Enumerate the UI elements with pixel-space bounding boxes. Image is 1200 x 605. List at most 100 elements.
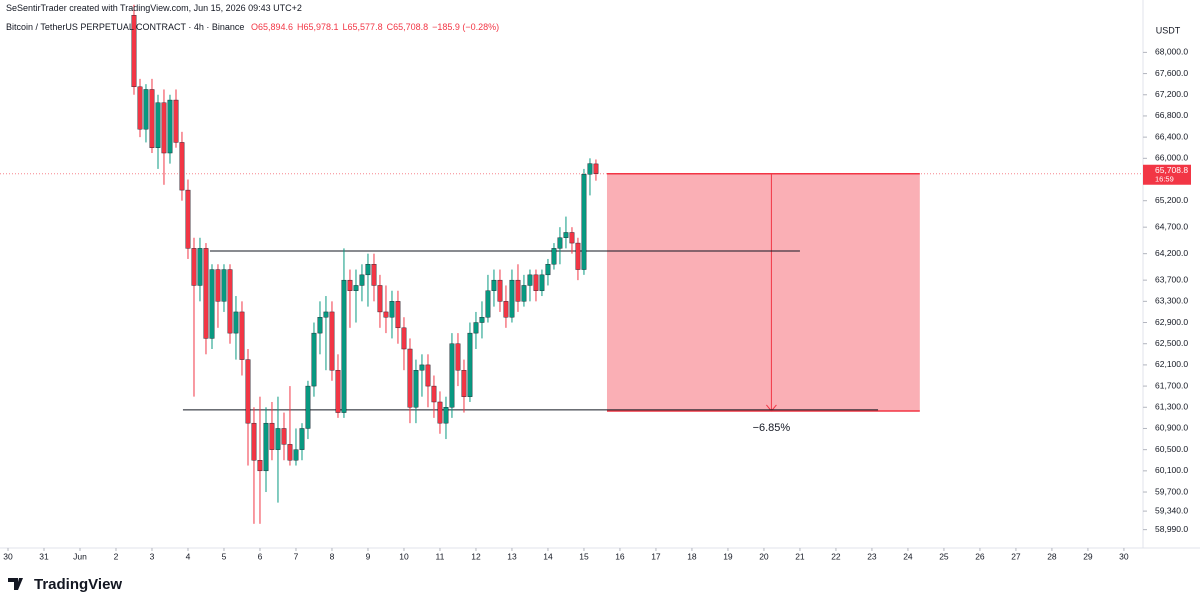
y-tick-label: 64,700.0: [1155, 221, 1188, 231]
arrow-head: [766, 404, 777, 412]
countdown: 16:59: [1155, 175, 1174, 184]
candle-body: [347, 279, 353, 291]
y-tick-label: 63,300.0: [1155, 296, 1188, 306]
x-tick-label: 19: [723, 551, 733, 561]
candle-body: [227, 269, 233, 334]
position-label: −6.85%: [753, 422, 791, 434]
candle-body: [293, 449, 299, 461]
candle-body: [479, 317, 485, 323]
candle-body: [467, 332, 473, 397]
candle-body: [419, 364, 425, 371]
y-tick-label: 62,100.0: [1155, 359, 1188, 369]
candle-body: [185, 189, 191, 249]
x-tick-label: 17: [651, 551, 661, 561]
candle-body: [389, 301, 395, 318]
y-tick-label: 62,500.0: [1155, 338, 1188, 348]
x-tick-label: 15: [579, 551, 589, 561]
x-tick-label: 25: [939, 551, 949, 561]
x-tick-label: 8: [330, 551, 335, 561]
candle-body: [311, 332, 317, 387]
ohlc-value: C65,708.8: [386, 22, 429, 32]
candle-body: [299, 428, 305, 450]
candle-body: [395, 301, 401, 329]
symbol-title: Bitcoin / TetherUS PERPETUAL CONTRACT · …: [6, 22, 245, 32]
candle-body: [593, 163, 599, 174]
x-tick-label: 9: [366, 551, 371, 561]
y-tick-label: 60,500.0: [1155, 444, 1188, 454]
candle-body: [203, 248, 209, 339]
candle-body: [401, 327, 407, 350]
candle-body: [245, 359, 251, 424]
candle-body: [161, 102, 167, 154]
candle-body: [425, 364, 431, 387]
x-tick-label: 2: [114, 551, 119, 561]
candle-body: [209, 269, 215, 339]
candle-body: [251, 422, 257, 461]
candle-body: [365, 264, 371, 276]
candle-body: [581, 174, 587, 270]
y-tick-label: 60,900.0: [1155, 423, 1188, 433]
y-tick-label: 59,340.0: [1155, 505, 1188, 515]
candle-body: [221, 269, 227, 302]
x-tick-label: 23: [867, 551, 877, 561]
x-tick-label: 29: [1083, 551, 1093, 561]
ohlc-values: O65,894.6 H65,978.1 L65,577.8 C65,708.8 −185…: [247, 22, 499, 32]
candle-body: [497, 279, 503, 302]
candle-body: [329, 311, 335, 371]
candle-body: [503, 301, 509, 318]
candle-body: [473, 322, 479, 334]
candle-body: [239, 311, 245, 360]
y-tick-label: 66,000.0: [1155, 153, 1188, 163]
candle-body: [191, 248, 197, 286]
y-tick-label: 65,200.0: [1155, 195, 1188, 205]
ohlc-value: O65,894.6: [250, 22, 293, 32]
candle-body: [455, 343, 461, 371]
x-tick-label: 22: [831, 551, 841, 561]
candle-body: [557, 237, 563, 249]
candle-body: [515, 279, 521, 302]
credit: SeSentirTrader created with TradingView.…: [6, 3, 302, 13]
candle-body: [539, 274, 545, 291]
y-tick-label: 66,400.0: [1155, 131, 1188, 141]
candle-body: [335, 369, 341, 413]
x-tick-label: 11: [436, 551, 445, 561]
x-tick-label: 10: [399, 551, 409, 561]
x-tick-label: 24: [903, 551, 913, 561]
x-tick-label: Jun: [73, 551, 87, 561]
x-tick-label: 30: [1119, 551, 1129, 561]
candle-body: [413, 369, 419, 408]
y-tick-label: 61,700.0: [1155, 380, 1188, 390]
x-tick-label: 4: [186, 551, 191, 561]
candle-body: [287, 444, 293, 461]
x-tick-label: 6: [258, 551, 263, 561]
short-position-box: [606, 173, 920, 411]
candle-body: [305, 385, 311, 429]
candle-body: [569, 232, 575, 244]
candle-body: [179, 142, 185, 191]
x-tick-label: 21: [795, 551, 805, 561]
y-tick-label: 62,900.0: [1155, 317, 1188, 327]
candle-body: [167, 99, 173, 154]
candle-body: [197, 248, 203, 286]
candle-body: [407, 348, 413, 408]
candle-body: [215, 269, 221, 302]
candle-body: [275, 428, 281, 450]
logo: [8, 578, 23, 590]
x-tick-label: 3: [150, 551, 155, 561]
x-tick-label: 5: [222, 551, 227, 561]
x-tick-label: 20: [759, 551, 769, 561]
candle-body: [233, 311, 239, 334]
candle-body: [269, 422, 275, 450]
candle-body: [383, 311, 389, 318]
y-tick-label: 68,000.0: [1155, 47, 1188, 57]
candle-body: [257, 460, 263, 472]
x-tick-label: 26: [975, 551, 985, 561]
x-tick-label: 30: [3, 551, 13, 561]
candle-body: [137, 86, 143, 130]
candle-body: [509, 279, 515, 318]
candle-body: [371, 264, 377, 286]
candle-body: [485, 290, 491, 318]
candle-body: [263, 422, 269, 472]
